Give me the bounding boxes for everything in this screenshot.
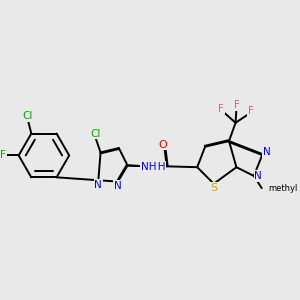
Text: F: F: [234, 100, 239, 110]
Text: F: F: [1, 150, 6, 161]
Text: N: N: [114, 181, 122, 191]
Text: O: O: [158, 140, 167, 150]
Text: methyl: methyl: [268, 184, 297, 194]
Text: NH: NH: [141, 162, 156, 172]
Text: N: N: [94, 180, 102, 190]
Text: S: S: [210, 183, 217, 193]
Text: F: F: [248, 106, 254, 116]
Text: F: F: [218, 104, 224, 114]
Text: Cl: Cl: [22, 111, 33, 121]
Text: NH: NH: [150, 162, 165, 172]
Text: Cl: Cl: [90, 129, 101, 139]
Text: N: N: [263, 147, 271, 157]
Text: N: N: [254, 171, 262, 181]
